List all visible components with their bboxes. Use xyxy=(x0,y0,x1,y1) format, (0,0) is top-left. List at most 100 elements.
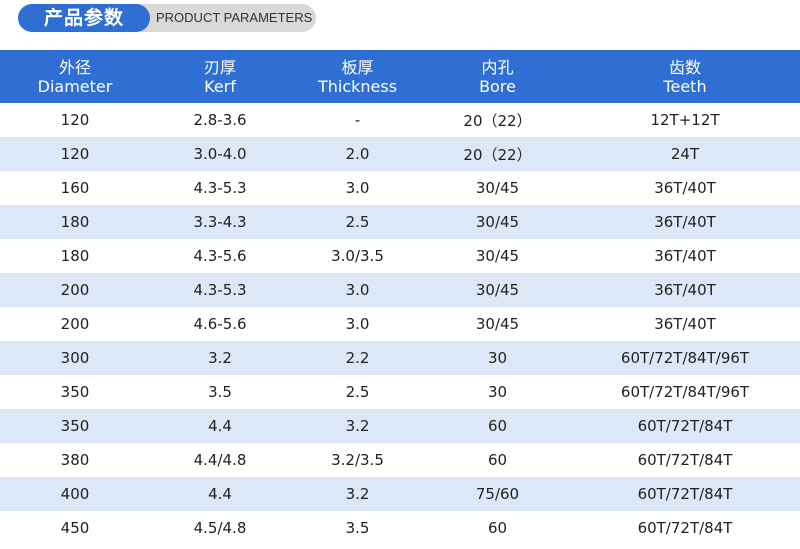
table-cell: 3.0 xyxy=(345,315,370,333)
table-cell: 450 xyxy=(60,519,90,537)
column-header: 齿数 Teeth xyxy=(570,50,800,103)
column-header-zh: 齿数 xyxy=(668,57,701,77)
table-cell: 2.0 xyxy=(290,137,425,171)
table-cell: - xyxy=(354,111,361,129)
table-cell: 180 xyxy=(0,205,150,239)
table-row: 180 4.3-5.6 3.0/3.5 30/45 36T/40T xyxy=(0,239,800,273)
table-cell: 3.5 xyxy=(345,519,370,537)
table-cell: 4.3-5.3 xyxy=(193,179,247,197)
table-cell: 3.0 xyxy=(290,273,425,307)
table-cell: 120 xyxy=(0,137,150,171)
table-row: 160 4.3-5.3 3.0 30/45 36T/40T xyxy=(0,171,800,205)
table-cell: 3.2 xyxy=(150,341,290,375)
table-row: 120 3.0-4.0 2.0 20（22） 24T xyxy=(0,137,800,171)
table-cell: 4.3-5.3 xyxy=(150,273,290,307)
table-cell: 24T xyxy=(570,137,800,171)
table-row: 180 3.3-4.3 2.5 30/45 36T/40T xyxy=(0,205,800,239)
table-cell: 36T/40T xyxy=(570,205,800,239)
table-row: 350 4.4 3.2 60 60T/72T/84T xyxy=(0,409,800,443)
table-cell: 36T/40T xyxy=(654,179,716,197)
table-cell: 380 xyxy=(60,451,90,469)
column-header: 刃厚 Kerf xyxy=(150,50,290,103)
table-cell: 30/45 xyxy=(475,247,520,265)
table-cell: 4.4 xyxy=(150,477,290,511)
table-cell: 180 xyxy=(60,247,90,265)
table-cell: 60 xyxy=(425,409,570,443)
table-cell: 60T/72T/84T xyxy=(570,477,800,511)
table-row: 200 4.6-5.6 3.0 30/45 36T/40T xyxy=(0,307,800,341)
table-cell: 120 xyxy=(60,111,90,129)
table-cell: 3.2 xyxy=(290,409,425,443)
column-header-zh: 刃厚 xyxy=(203,57,236,77)
table-body: 120 2.8-3.6-20（22） 12T+12T 120 3.0-4.0 2.0 20（… xyxy=(0,103,800,545)
table-cell: 350 xyxy=(60,383,90,401)
table-row: 350 3.5 2.5 30 60T/72T/84T/96T xyxy=(0,375,800,409)
table-cell: 3.2/3.5 xyxy=(331,451,384,469)
table-cell: 30/45 xyxy=(425,273,570,307)
table-cell: 200 xyxy=(0,273,150,307)
section-badge: 产品参数 PRODUCT PARAMETERS xyxy=(18,4,316,32)
table-cell: 350 xyxy=(0,409,150,443)
column-header-en: Thickness xyxy=(317,76,398,96)
section-subtitle: PRODUCT PARAMETERS xyxy=(156,10,313,25)
table-row: 400 4.4 3.2 75/60 60T/72T/84T xyxy=(0,477,800,511)
table-cell: 4.4 xyxy=(150,409,290,443)
section-title: 产品参数 xyxy=(18,4,150,32)
table-cell: 2.2 xyxy=(290,341,425,375)
table-cell: 3.0-4.0 xyxy=(150,137,290,171)
table-cell: 60T/72T/84T xyxy=(570,409,800,443)
table-cell: 3.0 xyxy=(345,179,370,197)
table-cell: 200 xyxy=(60,315,90,333)
column-header-zh: 外径 xyxy=(58,57,91,77)
table-cell: 2.5 xyxy=(345,383,370,401)
table-cell: 12T+12T xyxy=(650,111,720,129)
table-cell: 75/60 xyxy=(425,477,570,511)
table-cell: 20（22） xyxy=(463,111,532,130)
table-cell: 30/45 xyxy=(475,315,520,333)
table-cell: 3.3-4.3 xyxy=(150,205,290,239)
table-cell: 3.0/3.5 xyxy=(331,247,384,265)
table-row: 300 3.2 2.2 30 60T/72T/84T/96T xyxy=(0,341,800,375)
table-cell: 30 xyxy=(425,341,570,375)
column-header: 内孔 Bore xyxy=(425,50,570,103)
table-cell: 2.5 xyxy=(290,205,425,239)
column-header: 板厚 Thickness xyxy=(290,50,425,103)
table-cell: 4.5/4.8 xyxy=(193,519,247,537)
params-table: 外径 Diameter 刃厚 Kerf 板厚 Thickness 内孔 Bore 齿数 Teeth… xyxy=(0,50,800,545)
table-row: 450 4.5/4.8 3.5 60 60T/72T/84T xyxy=(0,511,800,545)
table-cell: 300 xyxy=(0,341,150,375)
column-header-en: Bore xyxy=(479,76,516,96)
table-cell: 30/45 xyxy=(475,179,520,197)
column-header-zh: 内孔 xyxy=(481,57,514,77)
table-row: 120 2.8-3.6 - 20（22） 12T+12T xyxy=(0,103,800,137)
table-cell: 60 xyxy=(487,519,508,537)
table-cell: 160 xyxy=(60,179,90,197)
table-row: 380 4.4/4.8 3.2/3.5 60 60T/72T/84T xyxy=(0,443,800,477)
table-cell: 2.8-3.6 xyxy=(193,111,247,129)
column-header-zh: 板厚 xyxy=(341,57,374,77)
table-cell: 3.2 xyxy=(290,477,425,511)
table-cell: 60T/72T/84T/96T xyxy=(570,341,800,375)
table-cell: 36T/40T xyxy=(654,315,716,333)
column-header: 外径 Diameter xyxy=(0,50,150,103)
table-cell: 36T/40T xyxy=(654,247,716,265)
table-cell: 400 xyxy=(0,477,150,511)
table-cell: 4.3-5.6 xyxy=(193,247,247,265)
table-cell: 60T/72T/84T/96T xyxy=(620,383,750,401)
table-cell: 36T/40T xyxy=(570,273,800,307)
table-cell: 3.5 xyxy=(208,383,232,401)
column-header-en: Diameter xyxy=(37,76,113,96)
table-cell: 60T/72T/84T xyxy=(637,519,733,537)
table-cell: 60 xyxy=(487,451,508,469)
table-cell: 30 xyxy=(487,383,508,401)
table-cell: 4.6-5.6 xyxy=(193,315,247,333)
column-header-en: Kerf xyxy=(204,76,236,96)
table-cell: 60T/72T/84T xyxy=(637,451,733,469)
table-row: 200 4.3-5.3 3.0 30/45 36T/40T xyxy=(0,273,800,307)
header-row: 外径 Diameter 刃厚 Kerf 板厚 Thickness 内孔 Bore 齿数 Teeth xyxy=(0,50,800,103)
column-header-en: Teeth xyxy=(663,76,707,96)
table-cell: 4.4/4.8 xyxy=(193,451,247,469)
table-cell: 20（22） xyxy=(425,137,570,171)
table-cell: 30/45 xyxy=(425,205,570,239)
